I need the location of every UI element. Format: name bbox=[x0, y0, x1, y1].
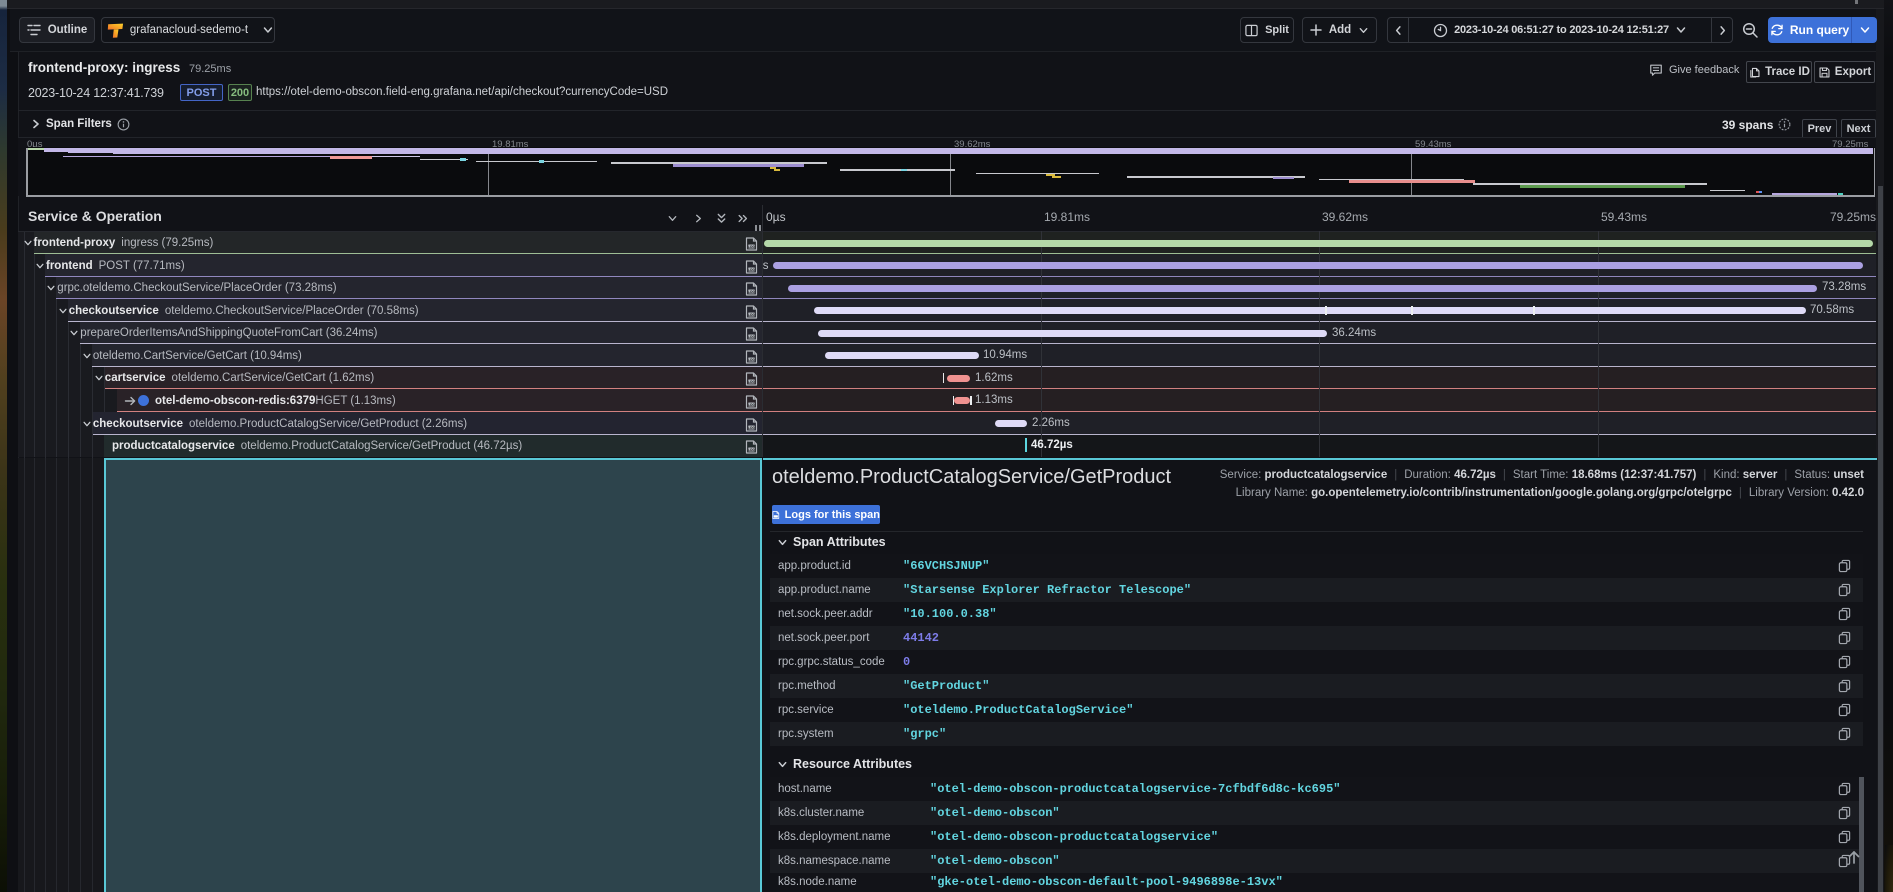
svg-text:LOG: LOG bbox=[748, 313, 756, 317]
svg-text:LOG: LOG bbox=[748, 380, 756, 384]
svg-text:LOG: LOG bbox=[748, 335, 756, 339]
svg-text:LOG: LOG bbox=[748, 245, 756, 249]
svg-text:LOG: LOG bbox=[748, 448, 756, 452]
svg-text:LOG: LOG bbox=[748, 267, 756, 271]
svg-text:LOG: LOG bbox=[748, 358, 756, 362]
svg-text:LOG: LOG bbox=[748, 403, 756, 407]
svg-text:LOG: LOG bbox=[748, 425, 756, 429]
svg-text:LOG: LOG bbox=[748, 290, 756, 294]
